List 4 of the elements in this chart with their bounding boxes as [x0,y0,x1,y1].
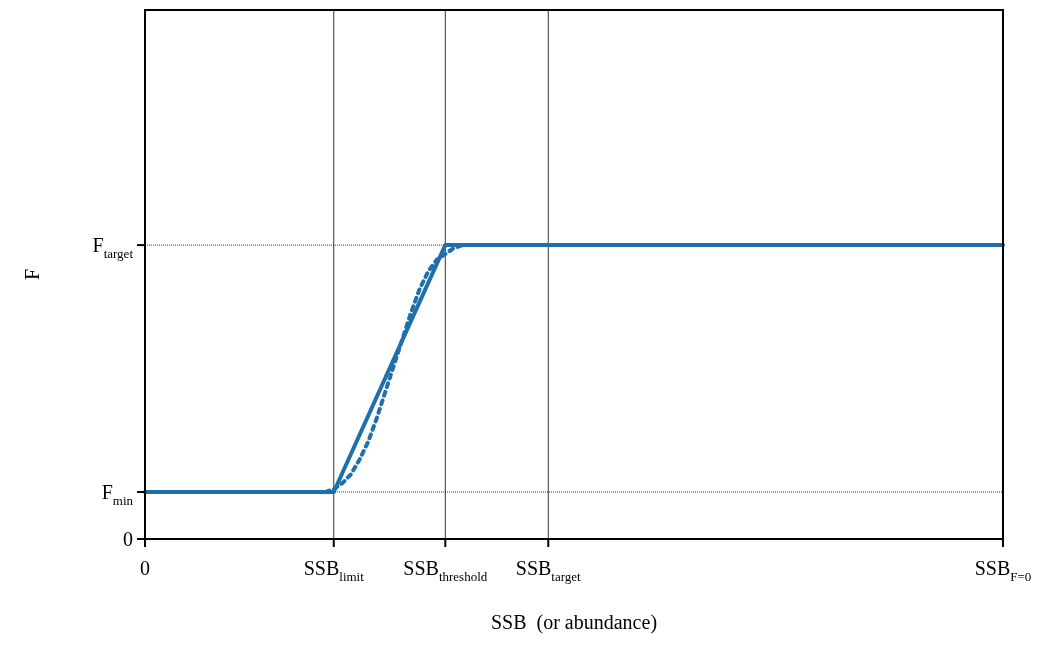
y-axis-title: F [21,268,43,281]
ref-line-label: 0 [123,528,133,550]
x-axis-title: SSB (or abundance) [490,611,658,634]
x-tick-label: 0 [140,557,150,579]
